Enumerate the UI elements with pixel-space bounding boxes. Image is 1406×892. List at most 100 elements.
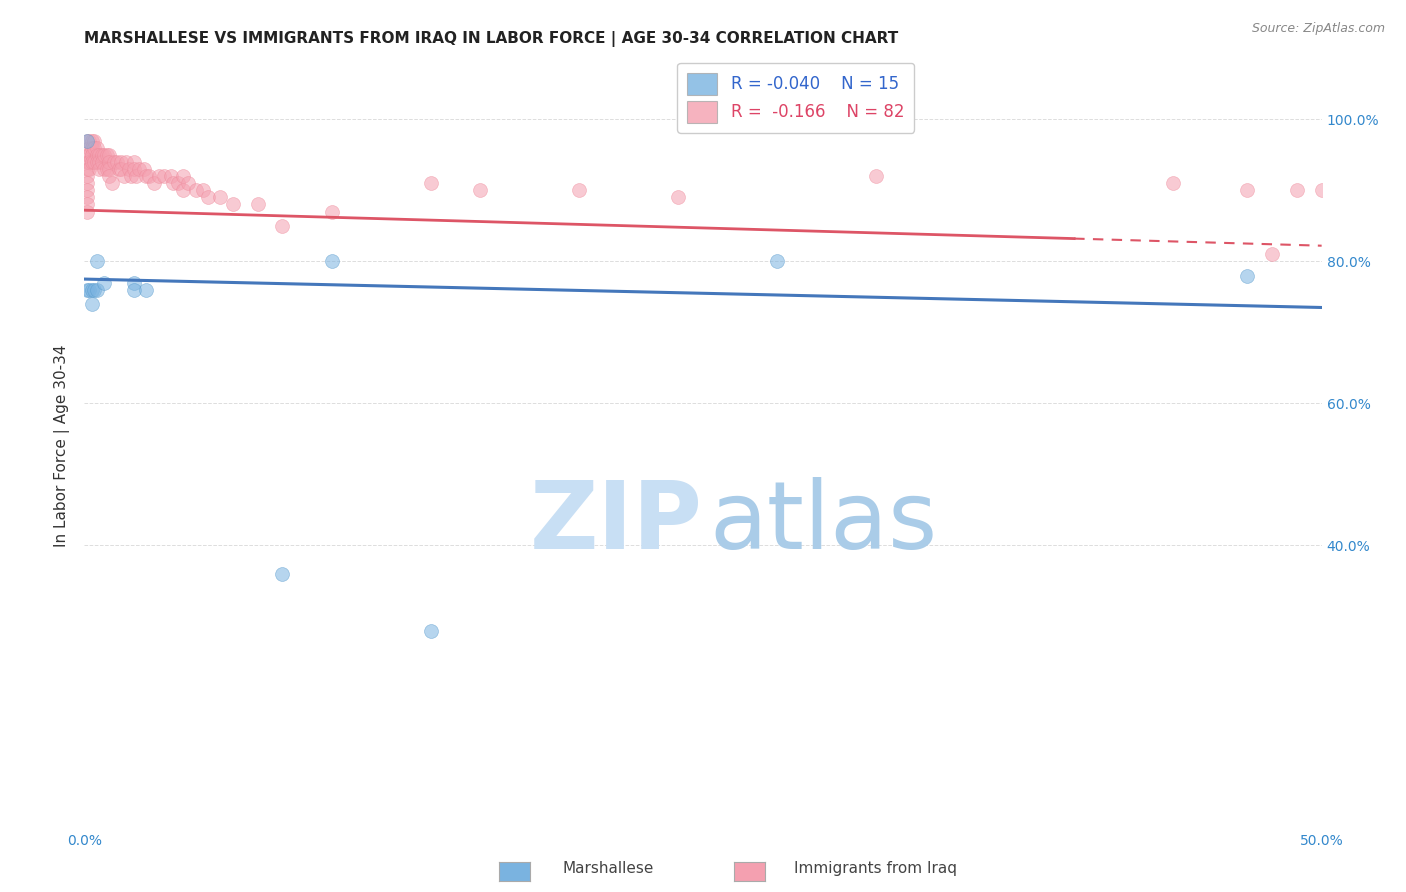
Point [80, 141, 103, 155]
Point [98, 154, 121, 169]
Point [172, 183, 194, 197]
Point [86, 254, 108, 268]
Point [321, 204, 343, 219]
Point [76, 154, 98, 169]
Point [470, 183, 492, 197]
Point [86, 283, 108, 297]
Point [122, 276, 145, 290]
Point [122, 154, 145, 169]
Point [118, 161, 141, 176]
Point [80, 283, 103, 297]
Point [568, 183, 591, 197]
Point [162, 176, 184, 190]
Point [115, 154, 138, 169]
Point [222, 197, 245, 211]
Point [1236, 268, 1258, 283]
Point [103, 154, 125, 169]
Point [172, 169, 194, 183]
Point [142, 176, 165, 190]
Point [79, 283, 101, 297]
Point [93, 161, 115, 176]
Point [1261, 247, 1284, 261]
Point [100, 176, 122, 190]
Point [76, 134, 98, 148]
Point [89, 161, 111, 176]
Text: ZIP: ZIP [530, 476, 703, 569]
Point [321, 254, 343, 268]
Point [666, 190, 689, 204]
Point [93, 276, 115, 290]
Point [110, 154, 132, 169]
Point [1236, 183, 1258, 197]
Point [152, 169, 174, 183]
Point [98, 148, 121, 162]
Text: Source: ZipAtlas.com: Source: ZipAtlas.com [1251, 22, 1385, 36]
Point [122, 161, 145, 176]
Text: MARSHALLESE VS IMMIGRANTS FROM IRAQ IN LABOR FORCE | AGE 30-34 CORRELATION CHART: MARSHALLESE VS IMMIGRANTS FROM IRAQ IN L… [84, 31, 898, 47]
Point [184, 183, 207, 197]
Point [79, 148, 101, 162]
Point [419, 624, 441, 638]
Point [125, 169, 148, 183]
Point [83, 283, 105, 297]
Point [135, 169, 157, 183]
Point [98, 161, 121, 176]
Point [83, 154, 105, 169]
Point [191, 183, 214, 197]
Point [865, 169, 887, 183]
Point [160, 169, 183, 183]
Point [80, 134, 103, 148]
Point [90, 148, 112, 162]
Point [79, 154, 101, 169]
Point [76, 161, 98, 176]
Point [177, 176, 200, 190]
Point [76, 204, 98, 219]
Point [76, 190, 98, 204]
Point [86, 141, 108, 155]
Point [105, 154, 128, 169]
Legend: R = -0.040    N = 15, R =  -0.166    N = 82: R = -0.040 N = 15, R = -0.166 N = 82 [678, 63, 914, 133]
Point [132, 161, 155, 176]
Point [80, 148, 103, 162]
Point [246, 197, 269, 211]
Point [89, 154, 111, 169]
Point [135, 283, 157, 297]
Point [167, 176, 190, 190]
Point [76, 134, 98, 148]
Point [86, 148, 108, 162]
Point [79, 161, 101, 176]
Text: atlas: atlas [709, 476, 938, 569]
Point [122, 283, 145, 297]
Point [197, 190, 219, 204]
Point [138, 169, 160, 183]
Point [108, 161, 131, 176]
Point [76, 148, 98, 162]
Point [1285, 183, 1308, 197]
Point [80, 297, 103, 311]
Point [1161, 176, 1184, 190]
Point [90, 154, 112, 169]
Point [148, 169, 170, 183]
Point [76, 169, 98, 183]
Point [1310, 183, 1333, 197]
Y-axis label: In Labor Force | Age 30-34: In Labor Force | Age 30-34 [55, 344, 70, 548]
Point [89, 148, 111, 162]
Point [419, 176, 441, 190]
Point [96, 161, 118, 176]
Point [766, 254, 789, 268]
Point [96, 148, 118, 162]
Point [79, 134, 101, 148]
Point [112, 169, 135, 183]
Point [209, 190, 232, 204]
Point [128, 161, 150, 176]
Point [83, 141, 105, 155]
Point [271, 219, 294, 233]
Point [98, 169, 121, 183]
Point [76, 197, 98, 211]
Point [86, 154, 108, 169]
Text: Marshallese: Marshallese [562, 861, 654, 876]
Point [76, 183, 98, 197]
Point [110, 161, 132, 176]
Point [80, 154, 103, 169]
Point [76, 176, 98, 190]
